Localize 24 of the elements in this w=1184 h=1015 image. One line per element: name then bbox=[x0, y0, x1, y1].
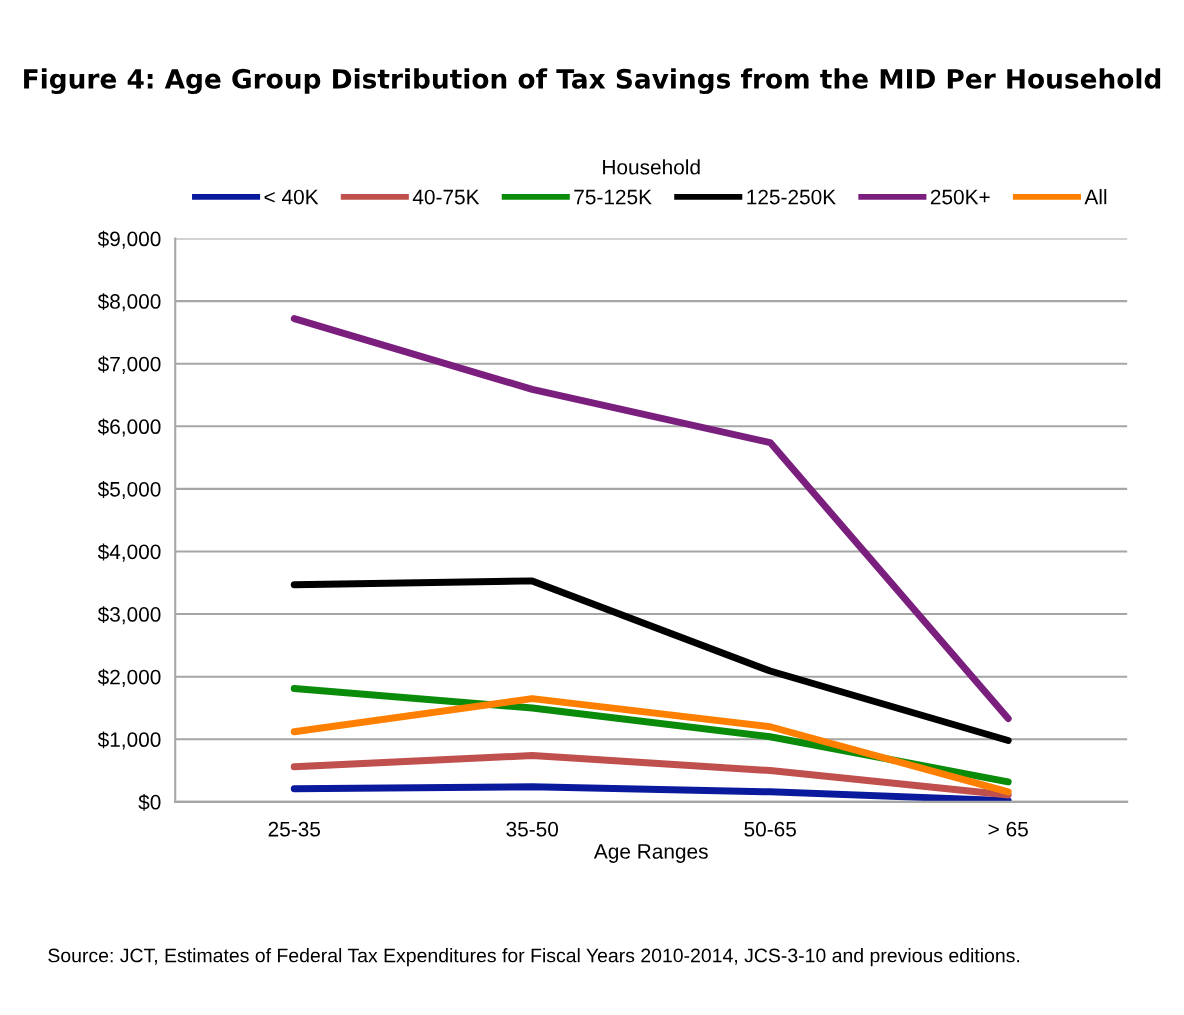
x-tick-label: > 65 bbox=[988, 821, 1028, 837]
y-tick-label: $9,000 bbox=[97, 230, 161, 249]
y-tick-label: $6,000 bbox=[97, 418, 161, 437]
x-tick-label: 50-65 bbox=[744, 821, 796, 837]
y-tick-label: $5,000 bbox=[97, 481, 161, 500]
legend-label: 250K+ bbox=[930, 189, 990, 205]
legend-label: 40-75K bbox=[412, 189, 480, 205]
y-tick-label: $2,000 bbox=[97, 668, 161, 687]
legend-label: All bbox=[1084, 189, 1107, 205]
y-tick-label: $3,000 bbox=[97, 606, 161, 625]
legend-label: 125-250K bbox=[747, 189, 836, 205]
y-tick-label: $4,000 bbox=[97, 543, 161, 562]
legend-title: Household bbox=[603, 159, 700, 175]
source-note: Source: JCT, Estimates of Federal Tax Expenditures for Fiscal Years 2010-2014, JCS-3-10 and previous editions. bbox=[48, 948, 1020, 967]
legend-label: 75-125K bbox=[574, 189, 652, 205]
y-tick-label: $1,000 bbox=[97, 731, 161, 750]
chart-title: Figure 4: Age Group Distribution of Tax Savings from the MID Per Household bbox=[24, 68, 1161, 95]
y-tick-label: $0 bbox=[138, 793, 161, 811]
x-tick-label: 35-50 bbox=[506, 821, 559, 837]
legend-label: < 40K bbox=[264, 189, 319, 205]
y-tick-label: $7,000 bbox=[97, 355, 161, 374]
x-axis-title: Age Ranges bbox=[593, 844, 708, 863]
y-tick-label: $8,000 bbox=[97, 293, 161, 312]
x-tick-label: 25-35 bbox=[268, 821, 320, 837]
